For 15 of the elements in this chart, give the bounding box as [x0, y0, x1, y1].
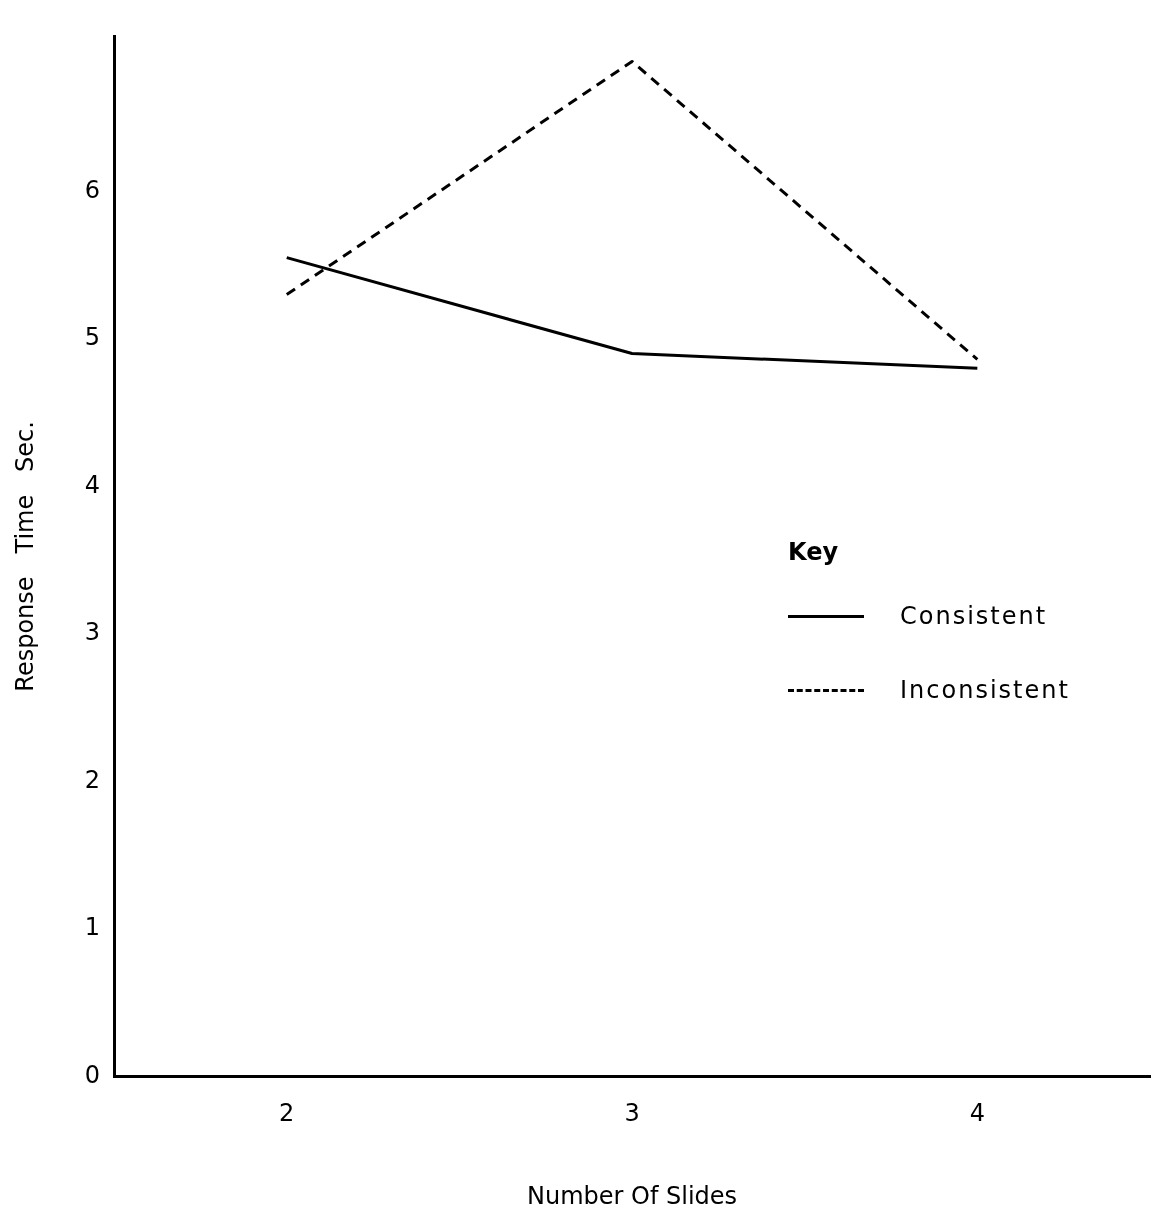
legend-title: Key — [788, 538, 840, 566]
legend-label: Consistent — [900, 602, 1048, 630]
y-tick-label: 2 — [84, 765, 101, 794]
x-tick-label: 2 — [279, 1099, 295, 1128]
legend-label: Inconsistent — [900, 676, 1070, 704]
y-tick-label: 1 — [84, 913, 101, 942]
x-axis-title: Number Of Slides — [526, 1181, 738, 1210]
x-tick-label: 3 — [624, 1099, 640, 1128]
y-tick-label: 3 — [84, 618, 101, 647]
y-tick-label: 6 — [84, 175, 101, 204]
x-tick-label: 4 — [969, 1099, 985, 1128]
y-tick-label: 4 — [84, 470, 101, 499]
y-tick-label: 0 — [84, 1060, 101, 1089]
y-axis-title: Response Time Sec. — [10, 421, 39, 692]
y-tick-label: 5 — [84, 323, 101, 352]
